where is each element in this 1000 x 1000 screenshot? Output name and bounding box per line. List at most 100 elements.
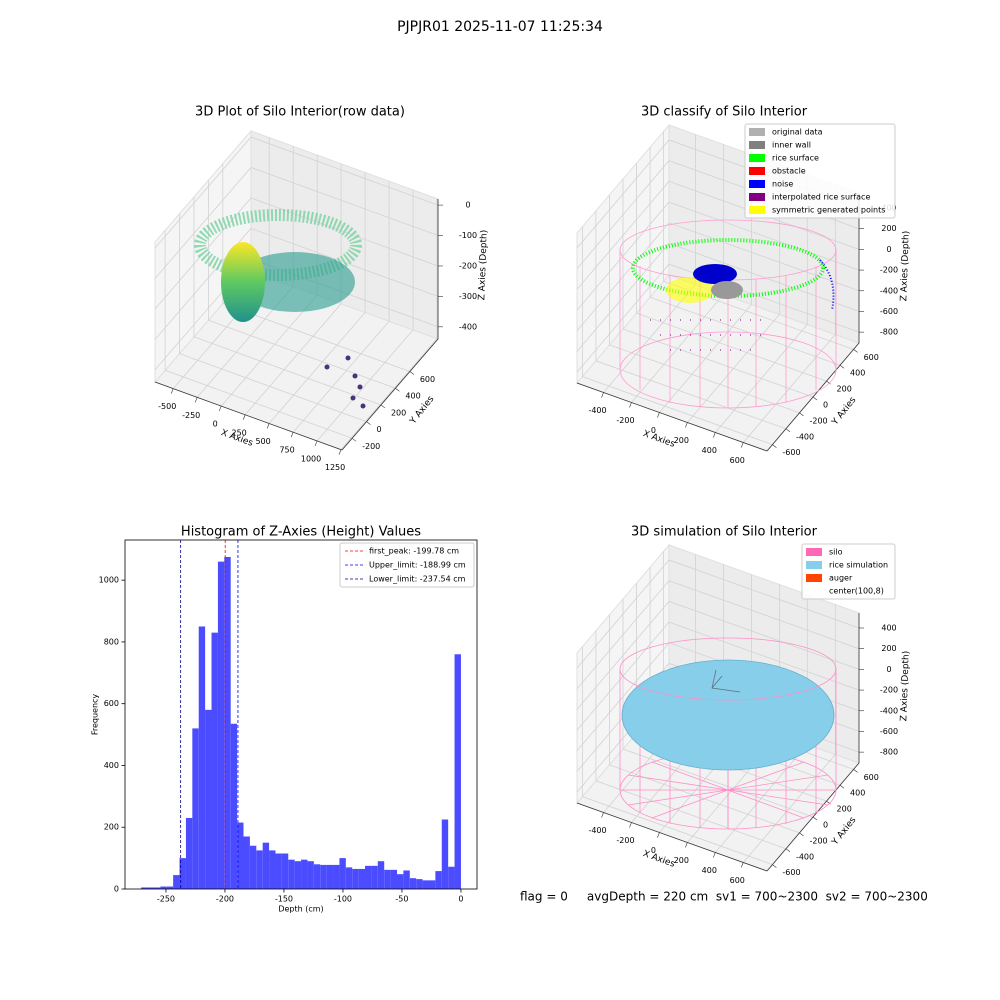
x-tick-label: 0 xyxy=(213,420,218,429)
x-tick-label: -50 xyxy=(395,895,408,904)
z-tick-label: 0 xyxy=(886,245,891,254)
outlier xyxy=(345,355,351,361)
silo-simulation xyxy=(619,637,837,830)
teal-points xyxy=(235,252,355,312)
grid-line xyxy=(742,184,836,443)
legend-layer: original data inner wall rice surface obsta… xyxy=(744,123,896,600)
y-tick xyxy=(395,388,400,392)
x-tick-label: -400 xyxy=(588,406,606,415)
y-tick-label: 400 xyxy=(405,392,420,401)
z-tick-label: -800 xyxy=(880,328,898,337)
legend-label: symmetric generated points xyxy=(772,206,885,215)
bar xyxy=(249,845,257,889)
legend-box xyxy=(801,543,896,600)
bar xyxy=(294,861,302,889)
bar xyxy=(307,861,314,889)
bar xyxy=(185,817,193,889)
bar xyxy=(390,869,397,889)
x-tick-label: 200 xyxy=(674,856,689,865)
yellow-points xyxy=(221,242,265,322)
y-tick xyxy=(812,816,818,821)
y-tick-label: -400 xyxy=(796,852,814,861)
bar xyxy=(281,853,289,889)
x-axis-line xyxy=(576,382,768,452)
legend-label: center(100,8) xyxy=(829,587,884,596)
bar xyxy=(403,870,410,889)
grid-line xyxy=(179,213,367,422)
y-tick-label: -200 xyxy=(809,836,827,845)
y-axis-line xyxy=(341,338,439,451)
classified-cloud xyxy=(619,219,837,409)
x-tick xyxy=(629,822,632,828)
x-tick-label: -250 xyxy=(182,411,200,420)
y-tick xyxy=(799,412,804,417)
y-tick-label: 1000 xyxy=(99,576,119,585)
grid-line xyxy=(222,163,410,372)
bar xyxy=(288,859,295,889)
x-tick xyxy=(657,412,660,418)
x-tick-label: 1250 xyxy=(325,463,345,472)
outlier xyxy=(324,364,330,370)
z-tick-label: -300 xyxy=(459,292,477,301)
bar xyxy=(352,868,359,889)
legend-swatch xyxy=(749,206,765,214)
grid-line xyxy=(193,196,382,406)
z-tick-label: -200 xyxy=(459,261,477,270)
z-tick-label: -400 xyxy=(459,322,477,331)
legend-box xyxy=(339,542,475,588)
bar xyxy=(365,865,372,889)
x-tick xyxy=(629,402,632,408)
grid-line xyxy=(714,174,808,433)
legend-label: silo xyxy=(829,548,843,557)
x-tick-label: 750 xyxy=(279,446,294,455)
legend-swatch xyxy=(749,141,765,149)
y-tick xyxy=(772,444,777,448)
grid-line xyxy=(609,614,800,834)
bar xyxy=(141,887,148,889)
y-tick xyxy=(853,349,858,353)
bar xyxy=(192,728,199,889)
y-tick xyxy=(772,864,777,868)
x-tick xyxy=(194,397,198,403)
y-tick-label: 200 xyxy=(837,385,852,394)
z-tick-label: -800 xyxy=(880,748,898,757)
y-axis-label: Frequency xyxy=(91,694,100,736)
suptitle: PJPJR01 2025-11-07 11:25:34 xyxy=(397,19,603,35)
x-axis-line xyxy=(576,802,768,872)
grid-line xyxy=(742,604,836,863)
z-tick-label: 0 xyxy=(465,201,470,210)
y-tick-label: -200 xyxy=(809,416,827,425)
silo-top xyxy=(619,637,837,701)
bar xyxy=(211,632,218,889)
y-tick xyxy=(785,848,791,853)
y-tick-label: 800 xyxy=(104,637,119,646)
x-tick-label: 600 xyxy=(730,876,745,885)
grid-line xyxy=(576,600,860,710)
chart-title: Histogram of Z-Axies (Height) Values xyxy=(181,525,421,540)
outlier xyxy=(357,384,363,390)
z-axis-label: Z Axies (Depth) xyxy=(899,231,911,302)
grid-line xyxy=(154,167,439,279)
rice-simulation xyxy=(621,659,835,771)
grid-line xyxy=(244,163,342,416)
z-tick-label: -200 xyxy=(880,266,898,275)
y-tick xyxy=(351,438,357,442)
bar xyxy=(358,868,366,889)
legend-label: original data xyxy=(772,128,823,137)
noise-rim xyxy=(819,259,835,311)
y-tick-label: 200 xyxy=(104,823,119,832)
y-tick-label: 400 xyxy=(104,761,119,770)
z-tick-label: 400 xyxy=(881,624,896,633)
y-tick-label: 0 xyxy=(823,401,828,410)
bar xyxy=(435,871,442,889)
y-tick-label: -400 xyxy=(796,432,814,441)
y-tick xyxy=(812,396,818,401)
x-tick-label: -500 xyxy=(158,402,176,411)
grid-line xyxy=(164,230,353,439)
y-axis-line xyxy=(766,342,860,452)
z-tick-label: -600 xyxy=(880,307,898,316)
grid-line xyxy=(649,147,841,366)
bar xyxy=(448,866,455,889)
bar xyxy=(205,709,212,889)
x-tick-label: 500 xyxy=(255,437,270,446)
